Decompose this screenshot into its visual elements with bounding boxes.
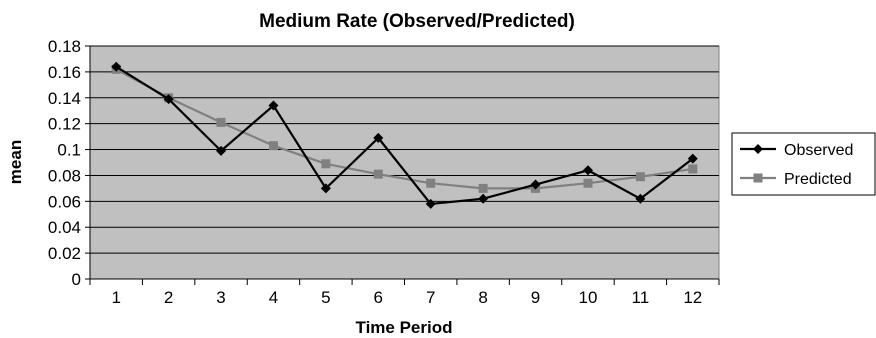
data-point-predicted — [688, 164, 698, 174]
data-point-observed — [373, 132, 384, 143]
y-tick-label: 0.1 — [57, 141, 81, 160]
y-tick-label: 0.18 — [48, 37, 81, 56]
x-tick-label: 7 — [426, 288, 435, 307]
data-point-observed — [582, 165, 593, 176]
x-axis-title: Time Period — [356, 318, 453, 337]
y-axis-title: mean — [6, 140, 25, 184]
data-point-observed — [530, 179, 541, 190]
y-tick-label: 0.14 — [48, 89, 81, 108]
data-point-observed — [268, 100, 279, 111]
data-point-observed — [635, 193, 646, 204]
x-tick-label: 9 — [531, 288, 540, 307]
legend: Observed Predicted — [731, 132, 876, 196]
data-point-predicted — [426, 178, 436, 188]
data-point-observed — [216, 145, 227, 156]
series-line-observed — [115, 65, 694, 206]
x-tick-label: 8 — [478, 288, 487, 307]
data-point-predicted — [635, 172, 645, 182]
data-point-observed — [163, 94, 174, 105]
legend-marker-observed — [753, 144, 763, 154]
series-line-predicted — [115, 68, 693, 190]
data-point-observed — [478, 193, 489, 204]
legend-marker-predicted — [753, 173, 763, 183]
y-tick-label: 0.04 — [48, 218, 81, 237]
x-tick-label: 2 — [164, 288, 173, 307]
plot-background — [89, 45, 720, 280]
data-point-observed — [687, 153, 698, 164]
data-point-predicted — [216, 117, 226, 127]
legend-label-observed: Observed — [784, 142, 853, 159]
legend-box — [731, 132, 876, 196]
x-tick-label: 6 — [374, 288, 383, 307]
data-point-predicted — [268, 141, 278, 151]
data-point-observed — [320, 183, 331, 194]
data-point-predicted — [583, 178, 593, 188]
y-tick-label: 0.06 — [48, 192, 81, 211]
y-tick-label: 0.08 — [48, 166, 81, 185]
x-tick-label: 10 — [578, 288, 597, 307]
x-tick-label: 12 — [683, 288, 702, 307]
y-tick-label: 0.02 — [48, 244, 81, 263]
x-tick-label: 11 — [632, 288, 650, 307]
plot-area: 00.020.040.060.080.10.120.140.160.181 2 3 4… — [48, 37, 720, 307]
x-tick-label: 1 — [111, 288, 120, 307]
y-tick-label: 0.16 — [48, 63, 81, 82]
data-point-predicted — [478, 183, 488, 193]
data-point-observed — [425, 198, 436, 209]
data-point-predicted — [321, 159, 331, 169]
chart-title: Medium Rate (Observed/Predicted) — [259, 11, 575, 32]
data-point-predicted — [373, 169, 383, 179]
x-tick-label: 3 — [216, 288, 225, 307]
data-point-observed — [111, 61, 122, 72]
y-tick-label: 0.12 — [48, 115, 81, 134]
x-tick-label: 5 — [321, 288, 330, 307]
legend-label-predicted: Predicted — [784, 171, 852, 188]
y-tick-label: 0 — [72, 270, 81, 289]
x-tick-label: 4 — [269, 288, 278, 307]
